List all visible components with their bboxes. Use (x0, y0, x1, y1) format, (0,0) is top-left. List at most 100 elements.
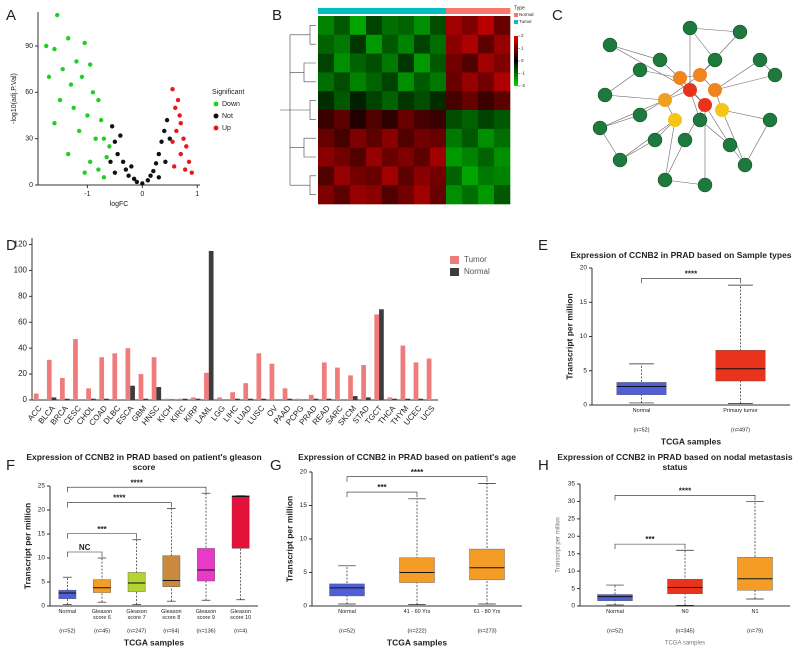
bar (60, 377, 65, 400)
chart-title-box: Expression of CCNB2 in PRAD based on Sam… (570, 250, 791, 260)
heatmap-cell (366, 110, 383, 130)
legend-label: Tumor (519, 19, 532, 24)
heatmap-cell (398, 72, 415, 92)
node (602, 37, 618, 53)
x-axis-label: TCGA samples (665, 641, 705, 647)
node (692, 112, 708, 128)
point (123, 167, 129, 172)
bar (51, 397, 57, 400)
heatmap-cell (414, 185, 431, 205)
x-tick-sublabel: (n=222) (407, 628, 426, 634)
point (90, 90, 96, 95)
x-tick-sublabel: (n=4) (234, 628, 247, 634)
x-axis-label: TCGA samples (124, 637, 184, 647)
box (93, 579, 111, 593)
heatmap-cell (430, 147, 447, 167)
x-tick-sublabel: (n=45) (94, 628, 110, 634)
bar (287, 398, 293, 400)
heatmap-cell (446, 91, 463, 111)
point (170, 139, 175, 144)
heatmap-cell (414, 166, 431, 186)
heatmap-cell (382, 91, 399, 111)
heatmap-cell (398, 53, 415, 73)
point (189, 170, 194, 175)
legend-swatch (514, 20, 518, 24)
y-axis-label: Transcript per million (22, 503, 32, 589)
bar (335, 367, 340, 400)
x-tick-label-box: Primary tumor (723, 408, 758, 414)
bar (208, 250, 214, 400)
box (737, 557, 773, 591)
heatmap-cell (366, 16, 383, 36)
x-tick-label-box: Gleason score 7 (126, 609, 147, 622)
heatmap-cell (398, 16, 415, 36)
x-tick-label-box: Gleason score 10 (230, 609, 252, 622)
comparison-bracket (67, 486, 207, 493)
heatmap-cell (350, 53, 367, 73)
network-nodes (592, 20, 783, 193)
heatmap-cell (446, 110, 463, 130)
y-tick-label: 15 (38, 531, 46, 538)
x-tick-label: Gleason score 10 (230, 609, 252, 622)
x-tick-label: Gleason score 8 (161, 609, 182, 622)
bar (164, 398, 170, 400)
bar (217, 397, 222, 400)
bar (308, 394, 314, 400)
heatmap-cell (430, 53, 447, 73)
point (104, 154, 109, 160)
heatmap-cell (478, 147, 495, 167)
heatmap-cell (350, 147, 367, 167)
heatmap-cell (366, 91, 383, 111)
heatmap-cell (430, 16, 447, 36)
chart-title: Expression of CCNB2 in PRAD based on pat… (26, 452, 262, 473)
x-axis-label: TCGA samples (387, 637, 447, 647)
y-tick-label: 100 (14, 266, 28, 275)
point (126, 173, 131, 178)
heatmap-cell (398, 185, 415, 205)
x-tick-label: 41 - 60 Yrs (403, 609, 431, 615)
point (181, 136, 186, 141)
bar (86, 388, 91, 400)
significance-label: **** (411, 468, 424, 477)
heatmap-cell (462, 16, 479, 36)
point (175, 97, 181, 103)
heatmap-cell (398, 147, 415, 167)
panel-label: B (272, 7, 282, 24)
panel-label: C (552, 7, 563, 24)
hub-node (715, 103, 729, 117)
network (592, 20, 783, 193)
y-tick-label: 15 (580, 299, 588, 306)
heatmap-cell (446, 128, 463, 148)
bar (361, 365, 366, 400)
point (108, 159, 113, 165)
x-tick-sublabel: (n=247) (127, 628, 146, 634)
y-tick-label: 120 (14, 240, 28, 249)
y-tick-label: 10 (580, 333, 588, 340)
heatmap-cell (382, 185, 399, 205)
comparison-bracket (614, 543, 686, 550)
point (96, 167, 101, 172)
point (66, 151, 71, 157)
significance-label: **** (685, 269, 698, 278)
colorbar-tick-label: 0 (521, 58, 524, 63)
y-tick-label: 5 (571, 585, 575, 592)
point (186, 159, 192, 165)
node (612, 152, 628, 168)
legend-label: Normal (464, 267, 490, 276)
heatmap-cell (334, 110, 351, 130)
point (120, 159, 126, 165)
point (82, 40, 87, 46)
x-tick-label: Gleason score 7 (126, 609, 147, 622)
point (46, 74, 52, 80)
y-tick-label: 0 (583, 402, 587, 409)
legend-swatch (450, 268, 459, 276)
heatmap-cell (334, 166, 351, 186)
panel-label: E (538, 237, 548, 254)
x-tick-label-box: N0 (681, 609, 688, 615)
x-tick-sublabel: (n=64) (163, 628, 179, 634)
y-axis-label: Transcript per million (284, 496, 294, 582)
box (616, 382, 667, 395)
point (156, 151, 162, 157)
x-tick-label-box: Normal (338, 609, 356, 615)
heatmap-cell (446, 16, 463, 36)
